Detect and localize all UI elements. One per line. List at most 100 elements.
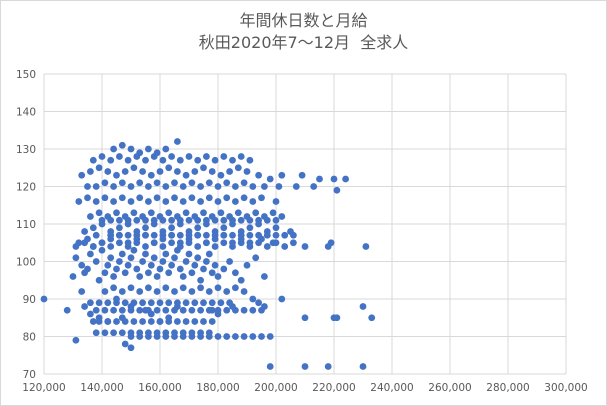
data-point bbox=[237, 231, 245, 239]
data-point bbox=[162, 284, 170, 292]
data-point bbox=[133, 231, 141, 239]
data-point bbox=[142, 243, 149, 250]
data-point bbox=[116, 231, 123, 239]
data-point bbox=[226, 258, 234, 265]
data-point bbox=[156, 168, 164, 175]
data-point bbox=[182, 299, 190, 307]
data-point bbox=[130, 318, 138, 325]
data-point bbox=[205, 250, 213, 258]
data-point bbox=[124, 261, 132, 269]
data-point bbox=[133, 239, 141, 247]
data-point bbox=[188, 288, 196, 295]
data-point bbox=[252, 209, 260, 217]
data-point bbox=[136, 273, 144, 280]
data-point bbox=[75, 198, 83, 205]
data-point bbox=[176, 231, 184, 239]
data-point bbox=[174, 168, 181, 175]
data-point bbox=[133, 216, 141, 224]
data-point bbox=[200, 209, 207, 217]
data-point bbox=[116, 239, 123, 247]
data-point bbox=[171, 254, 178, 262]
data-point bbox=[136, 179, 144, 187]
data-point bbox=[162, 145, 170, 153]
data-point bbox=[87, 310, 94, 318]
data-point bbox=[211, 156, 219, 164]
data-point bbox=[78, 171, 86, 179]
data-point bbox=[182, 318, 190, 325]
data-point bbox=[127, 333, 135, 340]
data-point bbox=[159, 156, 167, 164]
data-point bbox=[269, 209, 277, 217]
data-point bbox=[150, 254, 158, 262]
data-point bbox=[118, 194, 126, 202]
data-point bbox=[133, 265, 141, 273]
data-point bbox=[182, 171, 190, 179]
data-point bbox=[130, 246, 138, 254]
chart-subtitle: 秋田2020年7～12月 全求人 bbox=[198, 33, 409, 52]
data-point bbox=[200, 265, 207, 273]
data-point bbox=[171, 333, 178, 340]
data-point bbox=[147, 209, 155, 217]
data-point bbox=[130, 164, 138, 172]
data-point bbox=[69, 273, 77, 280]
x-tick-label: 180,000 bbox=[196, 382, 239, 394]
data-point bbox=[205, 333, 213, 340]
x-tick-label: 280,000 bbox=[486, 382, 529, 394]
data-point bbox=[104, 168, 112, 175]
data-point bbox=[246, 231, 254, 239]
data-point bbox=[197, 284, 205, 292]
data-point bbox=[246, 216, 254, 224]
data-point bbox=[98, 153, 106, 160]
y-tick-label: 120 bbox=[16, 182, 36, 194]
data-point bbox=[194, 216, 202, 224]
x-tick-label: 260,000 bbox=[428, 382, 471, 394]
data-point bbox=[203, 231, 210, 239]
data-point bbox=[223, 179, 231, 187]
data-point bbox=[101, 329, 109, 337]
data-point bbox=[101, 194, 109, 202]
x-tick-label: 300,000 bbox=[544, 382, 587, 394]
data-point bbox=[362, 243, 370, 250]
data-point bbox=[110, 273, 117, 280]
data-point bbox=[145, 198, 152, 205]
data-point bbox=[174, 299, 181, 307]
data-point bbox=[255, 171, 262, 179]
data-point bbox=[162, 306, 170, 314]
data-point bbox=[258, 194, 265, 202]
data-point bbox=[124, 231, 132, 239]
data-point bbox=[118, 329, 126, 337]
data-point bbox=[191, 318, 199, 325]
data-point bbox=[84, 265, 91, 273]
data-point bbox=[121, 168, 129, 175]
data-point bbox=[301, 314, 309, 322]
y-tick-label: 110 bbox=[16, 219, 36, 231]
data-point bbox=[249, 295, 257, 303]
data-point bbox=[72, 254, 80, 262]
data-point bbox=[98, 246, 106, 254]
data-point bbox=[263, 243, 271, 250]
data-point bbox=[310, 183, 318, 190]
data-point bbox=[121, 318, 129, 325]
data-point bbox=[185, 153, 193, 160]
data-point bbox=[162, 250, 170, 258]
data-point bbox=[107, 254, 115, 262]
data-point bbox=[168, 231, 176, 239]
data-point bbox=[113, 318, 120, 325]
y-tick-label: 130 bbox=[16, 144, 36, 156]
data-point bbox=[81, 228, 88, 235]
y-tick-label: 90 bbox=[23, 294, 36, 306]
data-point bbox=[147, 261, 155, 269]
data-point bbox=[142, 156, 149, 164]
data-point bbox=[89, 318, 97, 325]
data-point bbox=[84, 183, 91, 190]
data-point bbox=[179, 284, 187, 292]
data-point bbox=[249, 333, 257, 340]
x-tick-label: 160,000 bbox=[138, 382, 181, 394]
data-point bbox=[116, 153, 123, 160]
data-point bbox=[168, 261, 176, 269]
data-point bbox=[139, 299, 147, 307]
data-point bbox=[98, 216, 106, 224]
data-point bbox=[127, 198, 135, 205]
data-point bbox=[179, 198, 187, 205]
data-point bbox=[255, 299, 262, 307]
